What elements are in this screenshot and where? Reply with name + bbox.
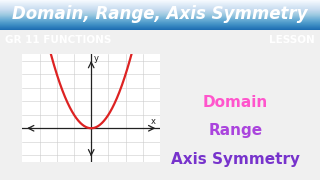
Text: Domain, Range, Axis Symmetry: Domain, Range, Axis Symmetry	[12, 5, 308, 23]
Text: Axis Symmetry: Axis Symmetry	[171, 152, 300, 167]
Text: LESSON: LESSON	[269, 35, 315, 45]
Text: Range: Range	[208, 123, 262, 138]
Text: GR 11 FUNCTIONS: GR 11 FUNCTIONS	[5, 35, 111, 45]
Text: x: x	[151, 116, 156, 125]
Text: Domain: Domain	[203, 95, 268, 110]
Text: y: y	[93, 54, 99, 63]
